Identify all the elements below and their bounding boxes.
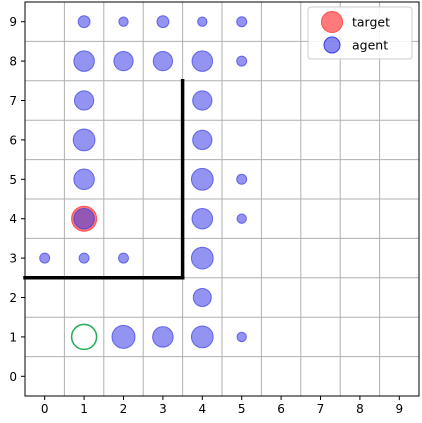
agent-marker: [197, 16, 208, 27]
x-tick-label: 4: [198, 402, 206, 416]
agent-marker: [192, 287, 212, 308]
y-tick-label: 4: [9, 212, 17, 226]
y-tick-label: 3: [9, 252, 17, 266]
agent-marker: [191, 207, 214, 230]
agent-marker: [236, 16, 248, 28]
x-tick-label: 0: [41, 402, 49, 416]
x-tick-label: 7: [317, 402, 325, 416]
walls: [23, 79, 185, 280]
agent-marker: [190, 325, 214, 349]
markers: [39, 15, 248, 351]
axis-ticks: 0 1 2 3 4 5 6 7 8 9 0 1 2 3 4 5 6 7 8 9: [9, 15, 403, 416]
agent-marker: [190, 167, 214, 191]
y-tick-label: 7: [9, 94, 17, 108]
agent-marker: [236, 173, 248, 185]
start-marker: [70, 323, 98, 351]
agent-marker: [118, 16, 129, 27]
agent-marker: [156, 15, 170, 29]
agent-marker: [39, 252, 51, 264]
legend-swatch-agent: [323, 36, 341, 54]
agent-marker: [152, 50, 174, 72]
plot-frame: [24, 1, 420, 397]
legend: target agent: [307, 6, 413, 60]
agent-marker: [72, 128, 96, 152]
agent-marker: [77, 15, 91, 29]
y-tick-label: 1: [9, 330, 17, 344]
legend-label-target: target: [352, 15, 390, 30]
agent-marker: [118, 252, 129, 264]
x-tick-label: 6: [277, 402, 285, 416]
agent-marker: [236, 331, 247, 343]
x-tick-label: 3: [159, 402, 167, 416]
agent-marker: [73, 168, 95, 191]
x-tick-label: 1: [80, 402, 88, 416]
y-tick-label: 2: [9, 291, 17, 305]
grid-lines: [25, 2, 419, 396]
agent-marker: [73, 50, 95, 72]
agent-marker: [152, 326, 174, 348]
agent-marker: [78, 252, 90, 264]
legend-swatch-target: [321, 11, 343, 33]
legend-label-agent: agent: [352, 38, 388, 53]
agent-marker: [190, 246, 214, 270]
agent-marker: [191, 50, 214, 72]
agent-marker: [111, 324, 136, 349]
y-tick-label: 9: [9, 15, 17, 29]
x-tick-label: 8: [356, 402, 364, 416]
y-tick-label: 8: [9, 55, 17, 69]
agent-marker: [73, 90, 95, 111]
agent-marker: [236, 213, 247, 224]
x-tick-label: 9: [395, 402, 403, 416]
agent-marker: [236, 55, 248, 67]
agent-marker: [73, 207, 95, 230]
agent-marker: [192, 129, 213, 151]
agent-marker: [113, 50, 134, 72]
x-tick-label: 2: [120, 402, 128, 416]
agent-marker: [192, 90, 213, 111]
x-tick-label: 5: [238, 402, 246, 416]
y-tick-label: 0: [9, 370, 17, 384]
y-tick-label: 5: [9, 173, 17, 187]
y-tick-label: 6: [9, 133, 17, 147]
